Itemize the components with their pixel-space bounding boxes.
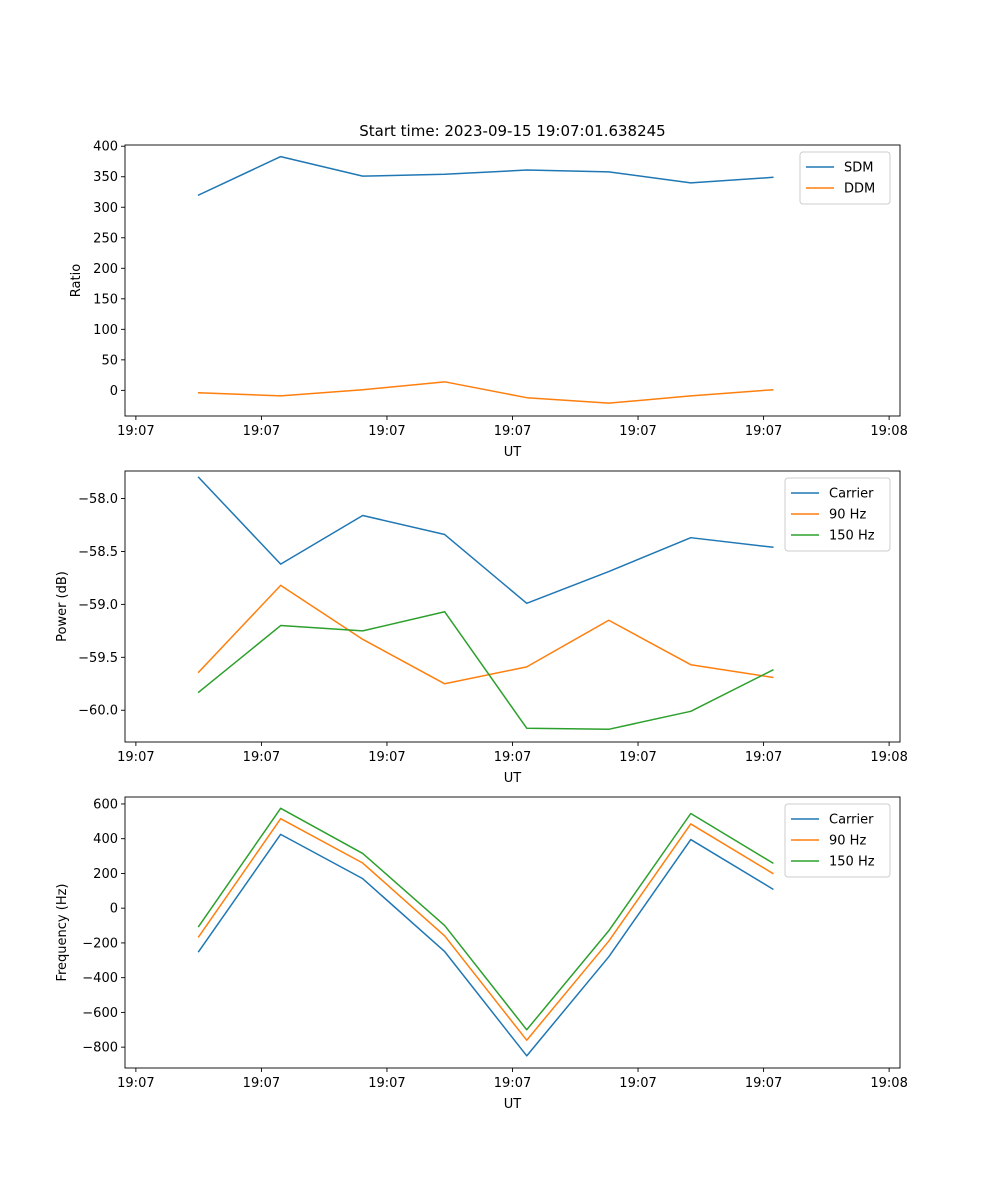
y-tick-label: 300 <box>93 201 118 216</box>
legend-label: 150 Hz <box>829 855 875 870</box>
x-tick-label: 19:07 <box>243 750 280 765</box>
y-tick-label: −60.0 <box>78 704 118 719</box>
y-tick-label: 150 <box>93 292 118 307</box>
legend-box <box>799 151 891 205</box>
series-line-90-hz <box>197 817 774 1041</box>
y-tick-label: −58.5 <box>78 545 118 560</box>
y-tick-label: −58.0 <box>78 492 118 507</box>
legend-label: Carrier <box>829 487 874 502</box>
x-tick-label: 19:07 <box>494 1076 531 1091</box>
series-line-sdm <box>197 155 774 197</box>
y-axis-label: Frequency (Hz) <box>55 883 70 981</box>
x-axis-label: UT <box>504 445 522 460</box>
y-tick-label: −600 <box>82 1006 118 1021</box>
x-tick-label: 19:08 <box>870 1076 907 1091</box>
x-tick-label: 19:07 <box>745 750 782 765</box>
x-tick-label: 19:07 <box>745 424 782 439</box>
y-tick-label: 400 <box>93 832 118 847</box>
legend-box <box>784 477 891 552</box>
x-tick-label: 19:08 <box>870 750 907 765</box>
series-line-carrier <box>197 833 774 1057</box>
chart-panel-1: 19:07 19:07 19:07 19:07 19:07 19:07 19:08 0 50 10… <box>69 140 908 460</box>
y-tick-label: 400 <box>93 140 118 155</box>
y-tick-label: 0 <box>110 384 118 399</box>
series-line-150-hz <box>197 807 774 1031</box>
plots-container: 19:07 19:07 19:07 19:07 19:07 19:07 19:08 0 50 10… <box>55 140 908 1112</box>
y-tick-label: 200 <box>93 867 118 882</box>
legend-label: 90 Hz <box>829 834 866 849</box>
y-tick-label: 50 <box>101 353 118 368</box>
x-tick-label: 19:07 <box>243 424 280 439</box>
y-tick-label: −800 <box>82 1041 118 1056</box>
legend: Carrier 90 Hz 150 Hz <box>784 803 891 878</box>
legend-label: 90 Hz <box>829 508 866 523</box>
legend-label: Carrier <box>829 813 874 828</box>
y-tick-label: 600 <box>93 797 118 812</box>
x-tick-label: 19:07 <box>368 750 405 765</box>
x-tick-label: 19:07 <box>368 424 405 439</box>
y-axis-label: Power (dB) <box>55 571 70 642</box>
x-tick-label: 19:07 <box>117 1076 154 1091</box>
figure-title: Start time: 2023-09-15 19:07:01.638245 <box>359 122 665 140</box>
y-tick-label: −59.0 <box>78 598 118 613</box>
chart-panel-2: 19:07 19:07 19:07 19:07 19:07 19:07 19:08 −60.0… <box>55 470 908 786</box>
x-tick-label: 19:07 <box>494 750 531 765</box>
y-tick-label: −400 <box>82 971 118 986</box>
y-tick-label: 200 <box>93 262 118 277</box>
x-tick-label: 19:07 <box>117 750 154 765</box>
x-tick-label: 19:07 <box>619 750 656 765</box>
y-tick-label: −200 <box>82 936 118 951</box>
y-tick-label: −59.5 <box>78 651 118 666</box>
legend: SDM DDM <box>799 151 891 205</box>
legend-label: 150 Hz <box>829 529 875 544</box>
x-tick-label: 19:07 <box>117 424 154 439</box>
y-tick-label: 0 <box>110 902 118 917</box>
x-tick-label: 19:07 <box>243 1076 280 1091</box>
x-tick-label: 19:07 <box>494 424 531 439</box>
legend-box <box>784 803 891 878</box>
x-axis-label: UT <box>504 1097 522 1112</box>
x-tick-label: 19:07 <box>619 424 656 439</box>
x-tick-label: 19:07 <box>619 1076 656 1091</box>
y-axis-label: Ratio <box>69 264 84 297</box>
series-line-150-hz <box>197 611 774 731</box>
series-line-ddm <box>197 381 774 404</box>
x-tick-label: 19:07 <box>368 1076 405 1091</box>
y-tick-label: 350 <box>93 170 118 185</box>
series-line-carrier <box>197 476 774 605</box>
y-tick-label: 250 <box>93 231 118 246</box>
legend: Carrier 90 Hz 150 Hz <box>784 477 891 552</box>
y-tick-label: 100 <box>93 323 118 338</box>
legend-label: SDM <box>844 161 873 176</box>
chart-panel-3: 19:07 19:07 19:07 19:07 19:07 19:07 19:08 −800 −… <box>55 796 908 1112</box>
x-axis-label: UT <box>504 771 522 786</box>
legend-label: DDM <box>844 182 875 197</box>
x-tick-label: 19:07 <box>745 1076 782 1091</box>
x-tick-label: 19:08 <box>870 424 907 439</box>
series-line-90-hz <box>197 584 774 685</box>
